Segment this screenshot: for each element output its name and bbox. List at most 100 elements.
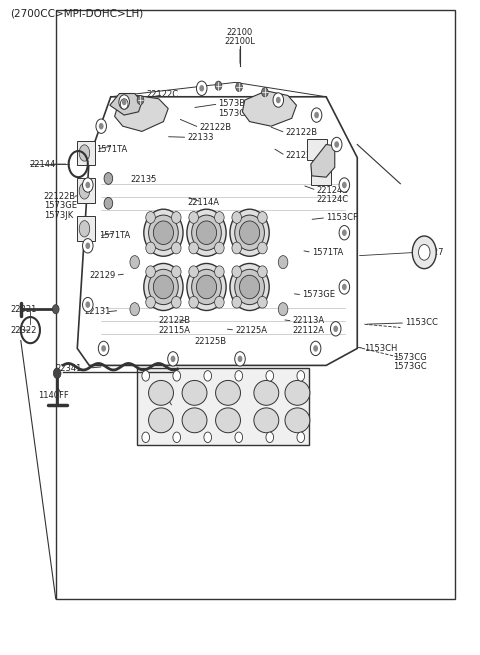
Circle shape — [122, 99, 127, 105]
Circle shape — [412, 236, 436, 269]
Ellipse shape — [146, 242, 156, 254]
Circle shape — [297, 371, 305, 381]
Polygon shape — [110, 94, 142, 115]
Circle shape — [120, 99, 128, 109]
Text: 22122C: 22122C — [147, 90, 179, 100]
Circle shape — [130, 255, 140, 269]
Text: 1153CC: 1153CC — [405, 318, 438, 328]
Text: 1571TA: 1571TA — [312, 248, 343, 257]
Ellipse shape — [187, 209, 226, 256]
Text: 22122B: 22122B — [199, 123, 231, 132]
Circle shape — [130, 303, 140, 316]
Text: 22122B: 22122B — [158, 316, 191, 326]
Circle shape — [297, 432, 305, 443]
Ellipse shape — [182, 408, 207, 433]
Circle shape — [331, 138, 342, 152]
Text: 22129: 22129 — [89, 271, 116, 280]
Ellipse shape — [149, 269, 178, 305]
Circle shape — [330, 322, 341, 336]
Ellipse shape — [215, 266, 224, 278]
Text: 22113A: 22113A — [293, 316, 325, 326]
Circle shape — [168, 352, 178, 366]
Bar — [307, 140, 327, 160]
Ellipse shape — [240, 275, 260, 299]
Bar — [77, 141, 96, 166]
Circle shape — [238, 356, 242, 362]
Circle shape — [266, 432, 274, 443]
Ellipse shape — [285, 408, 310, 433]
Circle shape — [170, 356, 175, 362]
Text: 22131: 22131 — [84, 307, 111, 316]
Circle shape — [339, 178, 349, 192]
Circle shape — [204, 371, 212, 381]
Text: 22125A: 22125A — [235, 326, 267, 335]
Ellipse shape — [146, 296, 156, 308]
Bar — [77, 216, 96, 241]
Circle shape — [137, 96, 144, 105]
Circle shape — [96, 119, 107, 134]
Ellipse shape — [235, 215, 264, 250]
Text: 1573CG: 1573CG — [393, 353, 427, 362]
Text: 1573GE: 1573GE — [44, 202, 77, 210]
Bar — [311, 164, 331, 185]
Ellipse shape — [216, 381, 240, 405]
Ellipse shape — [154, 275, 173, 299]
Circle shape — [334, 141, 339, 148]
Circle shape — [278, 255, 288, 269]
Ellipse shape — [189, 296, 198, 308]
Circle shape — [142, 432, 150, 443]
Circle shape — [196, 81, 207, 96]
Ellipse shape — [79, 221, 90, 237]
Ellipse shape — [215, 242, 224, 254]
Ellipse shape — [258, 242, 267, 254]
Ellipse shape — [187, 263, 226, 310]
Ellipse shape — [146, 266, 156, 278]
Text: 22144: 22144 — [29, 160, 56, 168]
Circle shape — [104, 197, 113, 209]
Text: 22112A: 22112A — [293, 326, 324, 335]
Ellipse shape — [79, 183, 90, 199]
Circle shape — [85, 301, 90, 308]
Ellipse shape — [192, 269, 221, 305]
Circle shape — [339, 280, 349, 294]
Ellipse shape — [215, 212, 224, 223]
Text: 1573GC: 1573GC — [393, 362, 427, 371]
Ellipse shape — [149, 215, 178, 250]
Text: 1571TA: 1571TA — [96, 145, 128, 153]
Text: 1573GB: 1573GB — [218, 109, 252, 118]
Ellipse shape — [230, 209, 269, 256]
Circle shape — [204, 432, 212, 443]
Circle shape — [98, 341, 109, 356]
Text: 22100: 22100 — [227, 28, 253, 37]
Circle shape — [278, 303, 288, 316]
Circle shape — [342, 181, 347, 188]
Ellipse shape — [258, 266, 267, 278]
Circle shape — [104, 173, 113, 184]
Circle shape — [266, 371, 274, 381]
Circle shape — [262, 88, 268, 97]
Bar — [77, 178, 96, 203]
Circle shape — [173, 371, 180, 381]
Ellipse shape — [171, 242, 181, 254]
Ellipse shape — [144, 209, 183, 256]
Text: 1573GE: 1573GE — [302, 290, 335, 299]
Ellipse shape — [232, 212, 241, 223]
Circle shape — [199, 85, 204, 92]
Circle shape — [312, 108, 322, 122]
Text: (2700CC>MPI-DOHC>LH): (2700CC>MPI-DOHC>LH) — [10, 9, 144, 18]
Ellipse shape — [154, 221, 173, 244]
Text: 22124C: 22124C — [317, 195, 348, 204]
Polygon shape — [115, 96, 168, 132]
Ellipse shape — [189, 242, 198, 254]
Circle shape — [333, 326, 338, 332]
Ellipse shape — [258, 212, 267, 223]
Circle shape — [83, 238, 93, 253]
Text: 22122B: 22122B — [286, 151, 318, 160]
Ellipse shape — [235, 269, 264, 305]
Text: 22321: 22321 — [10, 305, 36, 314]
Text: 1140FF: 1140FF — [38, 391, 69, 400]
Circle shape — [101, 345, 106, 352]
Ellipse shape — [232, 242, 241, 254]
Circle shape — [235, 371, 242, 381]
Circle shape — [235, 432, 242, 443]
